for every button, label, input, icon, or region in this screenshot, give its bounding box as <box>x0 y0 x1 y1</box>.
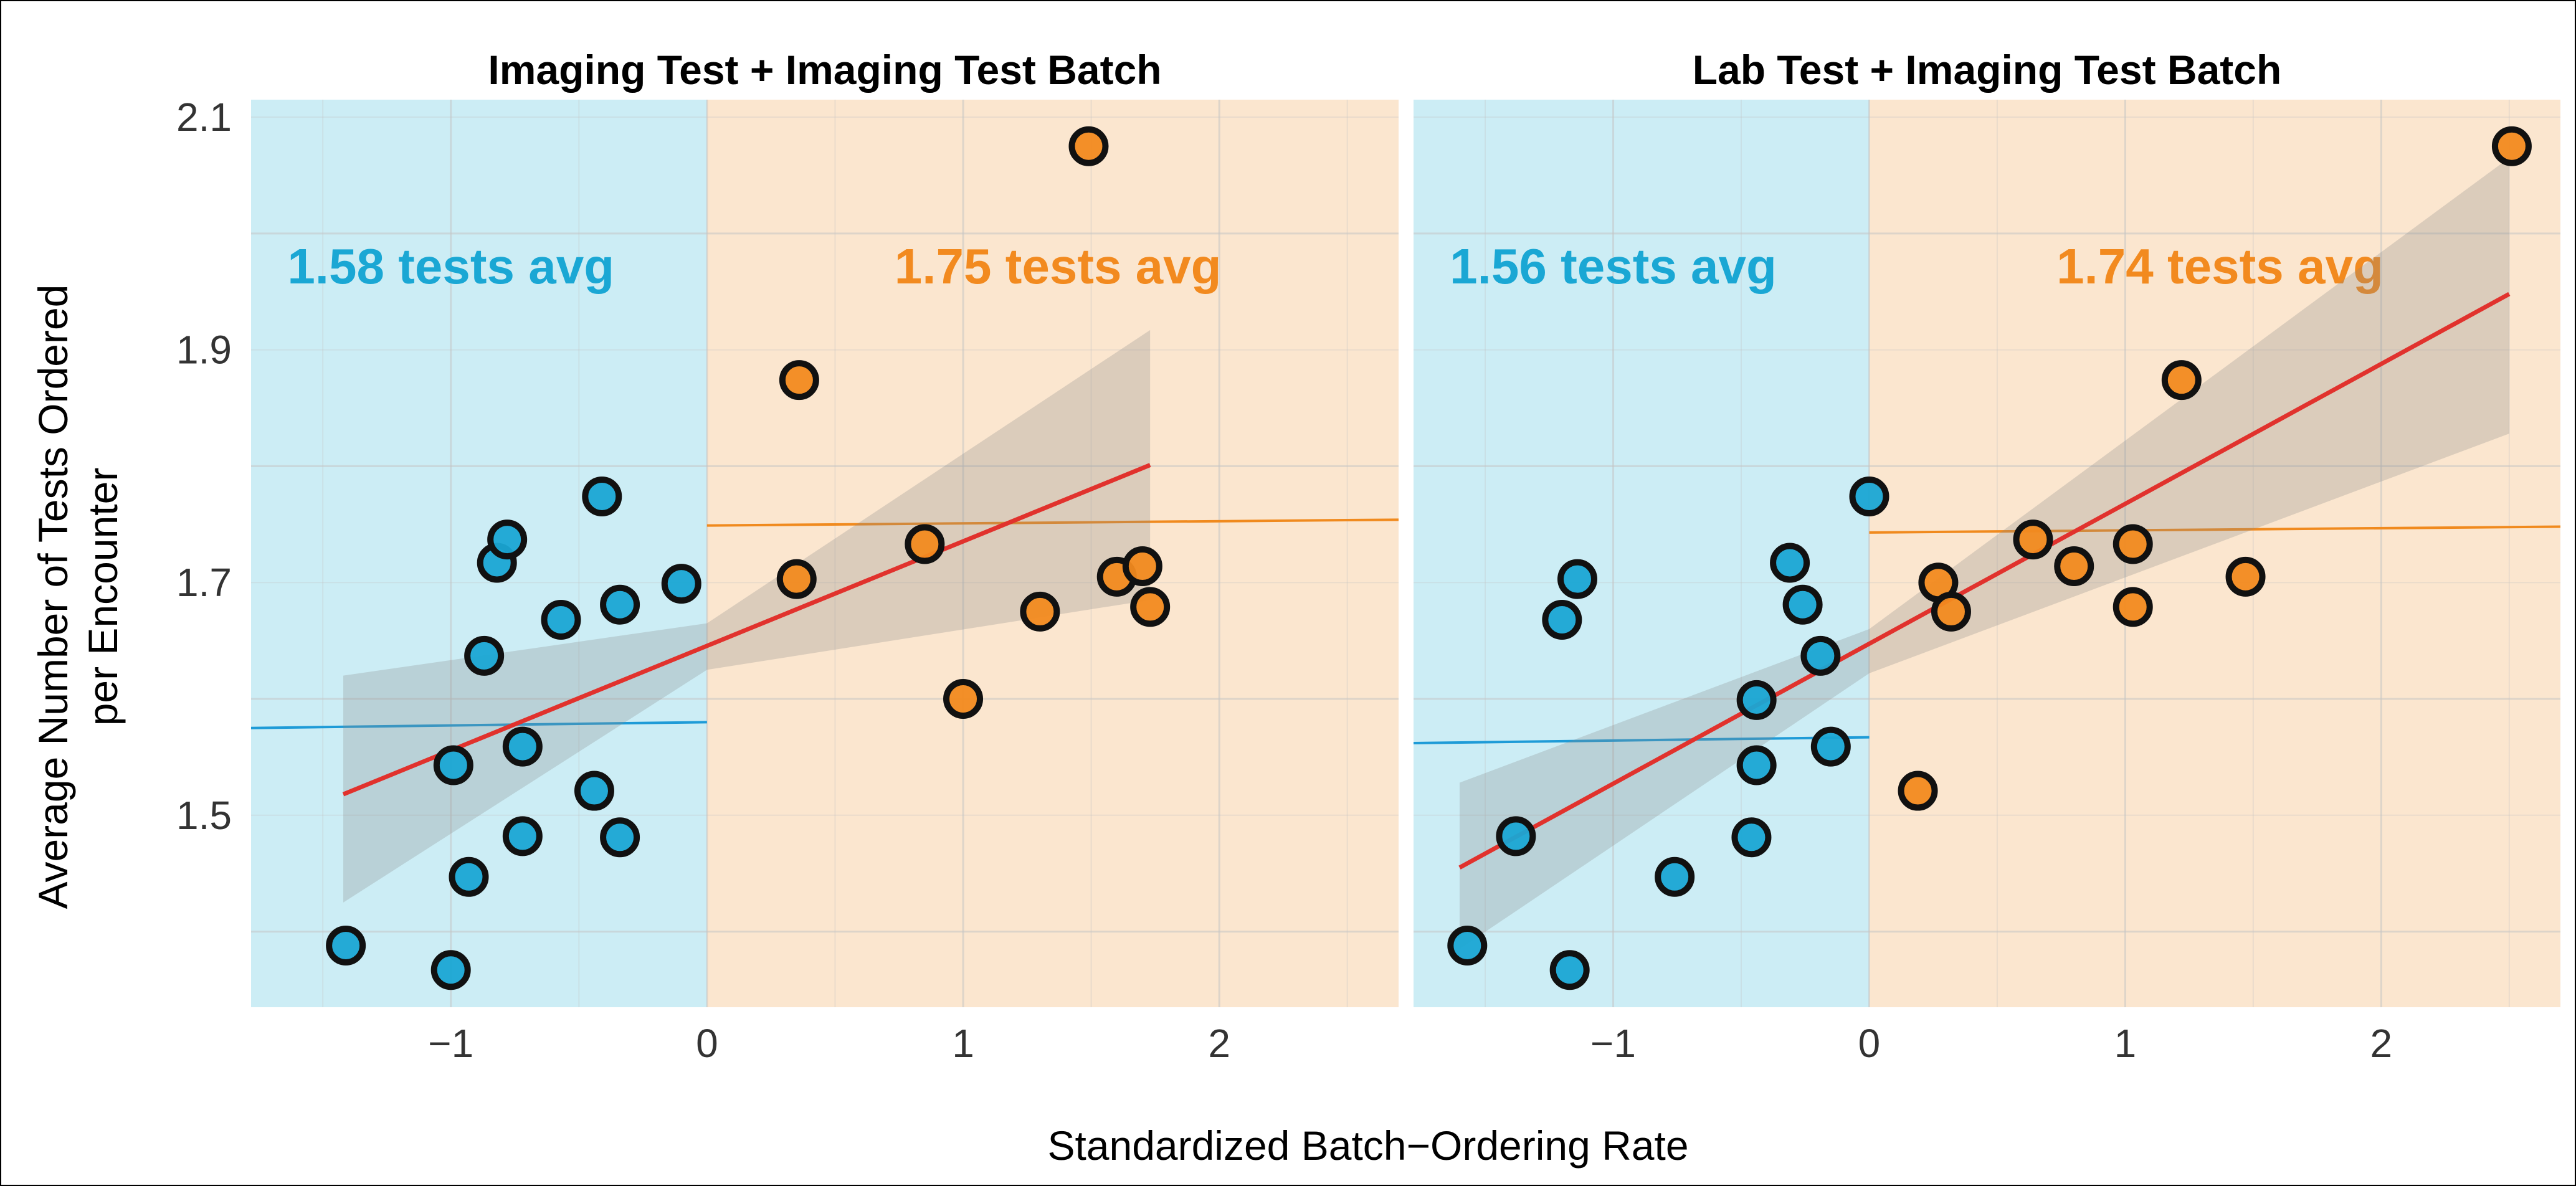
data-point-below-zero <box>1810 726 1851 767</box>
data-point-below-zero <box>430 950 471 990</box>
left-avg-label: 1.58 tests avg <box>287 239 614 294</box>
panel-imaging-imaging: Imaging Test + Imaging Test Batch 1.58 te… <box>176 47 1399 1066</box>
data-point-below-zero <box>661 564 701 604</box>
regression-line <box>1458 292 2511 870</box>
right-avg-label: 1.75 tests avg <box>895 239 1222 294</box>
x-axis-title: Standardized Batch−Ordering Rate <box>1047 1122 1688 1169</box>
x-tick-label: 2 <box>2370 1021 2393 1066</box>
y-axis-title-line-1: Average Number of Tests Ordered <box>30 285 76 909</box>
data-point-above-zero <box>2054 546 2094 587</box>
data-point-below-zero <box>502 816 543 856</box>
right-average-line <box>1869 525 2561 534</box>
data-point-below-zero <box>1655 856 1695 897</box>
data-point-below-zero <box>1800 635 1841 676</box>
confidence-band <box>1459 158 2509 949</box>
data-point-below-zero <box>1770 543 1810 583</box>
panel-title: Imaging Test + Imaging Test Batch <box>488 47 1161 93</box>
region-below-zero <box>251 100 707 1007</box>
data-point-above-zero <box>1130 587 1171 627</box>
region-above-zero <box>706 100 1399 1007</box>
y-tick-label: 2.1 <box>176 95 232 140</box>
y-axis-title: Average Number of Tests Ordered per Enco… <box>30 285 126 909</box>
data-point-above-zero <box>2161 360 2202 401</box>
data-point-below-zero <box>1557 559 1597 599</box>
data-point-above-zero <box>1898 771 1938 811</box>
data-point-below-zero <box>1496 816 1536 856</box>
left-average-line <box>250 721 707 729</box>
data-point-below-zero <box>1447 925 1488 965</box>
region-above-zero <box>1869 100 2560 1007</box>
data-point-below-zero <box>600 584 640 625</box>
regression-line <box>342 463 1151 797</box>
x-tick-label: 0 <box>1858 1021 1881 1066</box>
x-tick-label: 1 <box>952 1021 974 1066</box>
data-point-below-zero <box>1736 680 1777 720</box>
x-tick-label: 0 <box>696 1021 718 1066</box>
data-point-below-zero <box>433 745 473 785</box>
data-point-above-zero <box>2225 556 2266 597</box>
data-point-below-zero <box>502 726 543 767</box>
data-point-below-zero <box>1542 599 1582 640</box>
y-tick-label: 1.7 <box>176 560 232 605</box>
data-point-above-zero <box>1931 591 1971 632</box>
data-point-above-zero <box>776 559 817 599</box>
panel-lab-imaging: Lab Test + Imaging Test Batch 1.56 tests … <box>1413 47 2561 1066</box>
data-point-below-zero <box>600 817 640 858</box>
x-tick-label: 2 <box>1208 1021 1230 1066</box>
data-point-below-zero <box>574 771 614 811</box>
data-point-below-zero <box>1549 950 1590 990</box>
data-point-below-zero <box>541 599 581 640</box>
confidence-band <box>343 330 1151 903</box>
x-tick-label: 1 <box>2114 1021 2137 1066</box>
data-point-above-zero <box>905 524 945 564</box>
data-point-below-zero <box>326 925 366 965</box>
data-point-above-zero <box>1020 591 1060 632</box>
data-point-below-zero <box>1849 476 1889 516</box>
data-point-below-zero <box>1731 817 1772 858</box>
right-avg-label: 1.74 tests avg <box>2056 239 2384 294</box>
data-point-below-zero <box>487 519 528 560</box>
data-point-below-zero <box>1736 745 1777 785</box>
data-point-above-zero <box>2491 126 2532 166</box>
right-average-line <box>706 518 1399 527</box>
data-point-below-zero <box>1782 584 1823 625</box>
left-avg-label: 1.56 tests avg <box>1450 239 1777 294</box>
data-point-above-zero <box>2013 519 2053 560</box>
data-point-above-zero <box>1122 546 1162 587</box>
data-point-above-zero <box>2113 524 2153 564</box>
y-axis-title-line-2: per Encounter <box>80 468 126 726</box>
x-tick-label: −1 <box>1590 1021 1636 1066</box>
data-point-above-zero <box>943 678 984 719</box>
data-point-above-zero <box>1068 126 1109 166</box>
y-tick-label: 1.5 <box>176 793 232 838</box>
data-point-below-zero <box>582 476 622 516</box>
y-tick-label: 1.9 <box>176 328 232 372</box>
left-average-line <box>1413 736 1870 744</box>
data-point-above-zero <box>2113 587 2153 627</box>
data-point-below-zero <box>464 635 505 676</box>
x-tick-label: −1 <box>428 1021 473 1066</box>
data-point-below-zero <box>449 856 489 897</box>
data-point-above-zero <box>779 360 819 401</box>
panel-title: Lab Test + Imaging Test Batch <box>1693 47 2282 93</box>
